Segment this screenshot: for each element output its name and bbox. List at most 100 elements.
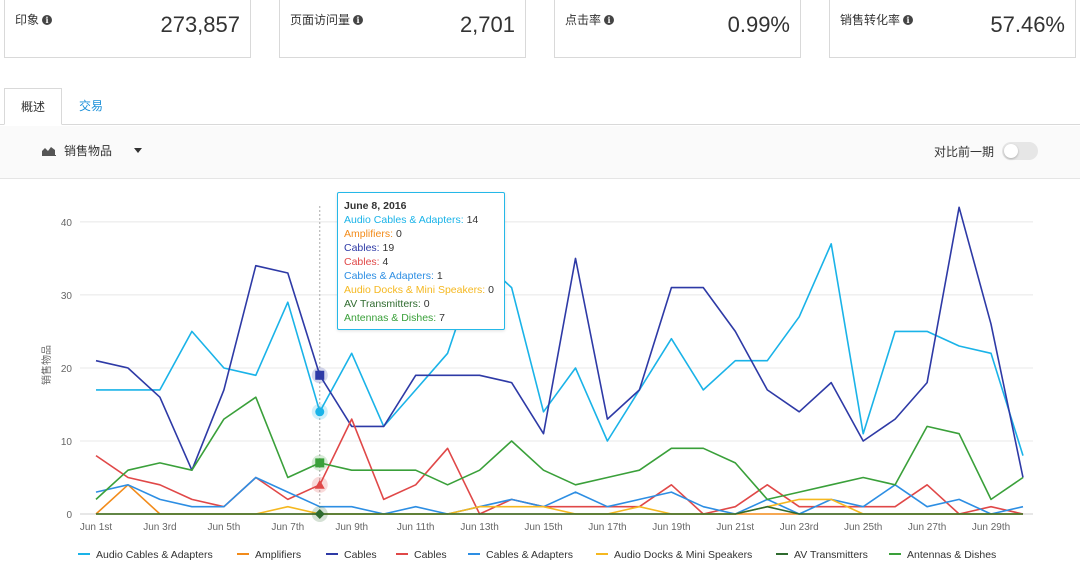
y-tick-label: 10 bbox=[61, 437, 73, 448]
tooltip-row: AV Transmitters: 0 bbox=[344, 297, 498, 311]
tooltip-row: Antennas & Dishes: 7 bbox=[344, 311, 498, 325]
tab-transactions[interactable]: 交易 bbox=[79, 99, 104, 113]
tooltip-row: Cables & Adapters: 1 bbox=[344, 269, 498, 283]
chart-tooltip: June 8, 2016 Audio Cables & Adapters: 14… bbox=[337, 192, 505, 330]
toggle-knob bbox=[1004, 144, 1018, 158]
tooltip-row: Audio Cables & Adapters: 14 bbox=[344, 213, 498, 227]
chevron-down-icon bbox=[134, 148, 143, 153]
data-point-marker bbox=[315, 370, 325, 380]
info-icon[interactable]: i bbox=[903, 14, 914, 25]
kpi-value: 2,701 bbox=[459, 12, 515, 37]
chart-area: 0 10 20 30 40 销售物品 Jun 1st Jun 3rd Jun 5th Jun … bbox=[0, 180, 1080, 567]
legend-label: Cables bbox=[414, 549, 447, 561]
tooltip-series-value: 4 bbox=[382, 256, 389, 268]
y-axis-label: 销售物品 bbox=[40, 345, 53, 385]
series-markers bbox=[311, 367, 328, 522]
legend-label: Amplifiers bbox=[255, 549, 301, 561]
kpi-label: 销售转化率 i bbox=[840, 11, 914, 28]
series-line bbox=[95, 396, 1024, 501]
tooltip-series-name: Audio Docks & Mini Speakers: bbox=[344, 284, 489, 296]
series-lines bbox=[95, 206, 1024, 515]
series-line bbox=[96, 242, 1024, 456]
legend-label: Cables bbox=[344, 549, 377, 561]
kpi-value: 0.99% bbox=[727, 12, 790, 37]
kpi-card-impressions: 印象 i 273,857 bbox=[4, 0, 251, 58]
legend-label: Audio Docks & Mini Speakers bbox=[614, 549, 752, 561]
legend-label: Audio Cables & Adapters bbox=[96, 549, 213, 561]
data-point-marker bbox=[314, 479, 325, 489]
tooltip-row: Audio Docks & Mini Speakers: 0 bbox=[344, 283, 498, 297]
x-tick-label: Jun 17th bbox=[588, 522, 626, 533]
metric-dropdown[interactable]: 销售物品 bbox=[42, 142, 143, 159]
series-line bbox=[96, 505, 1023, 515]
kpi-label: 点击率 i bbox=[565, 11, 615, 28]
legend-label: Cables & Adapters bbox=[486, 549, 573, 561]
data-point-marker bbox=[315, 458, 325, 468]
series-line bbox=[95, 476, 1024, 515]
tooltip-series-name: Audio Cables & Adapters: bbox=[344, 214, 467, 226]
tooltip-series-name: Amplifiers: bbox=[344, 228, 396, 240]
x-tick-label: Jun 5th bbox=[207, 522, 240, 533]
y-tick-label: 0 bbox=[66, 510, 72, 521]
kpi-label: 印象 i bbox=[15, 11, 53, 28]
tooltip-row: Amplifiers: 0 bbox=[344, 227, 498, 241]
data-point-marker bbox=[314, 509, 325, 519]
tooltip-series-name: AV Transmitters: bbox=[344, 298, 424, 310]
tooltip-title: June 8, 2016 bbox=[344, 200, 407, 212]
tab-overview[interactable]: 概述 bbox=[4, 88, 63, 125]
x-tick-label: Jun 19th bbox=[652, 522, 690, 533]
series-line bbox=[95, 206, 1024, 478]
tooltip-row: Cables: 19 bbox=[344, 241, 498, 255]
tooltip-series-value: 0 bbox=[395, 228, 402, 240]
kpi-value: 57.46% bbox=[990, 12, 1065, 37]
x-tick-label: Jun 7th bbox=[271, 522, 304, 533]
tooltip-series-name: Antennas & Dishes: bbox=[344, 312, 440, 324]
kpi-card-page-views: 页面访问量 i 2,701 bbox=[279, 0, 526, 58]
area-chart-icon bbox=[42, 147, 56, 156]
metric-dropdown-label: 销售物品 bbox=[64, 144, 113, 158]
tooltip-rows: Audio Cables & Adapters: 14 Amplifiers: 0… bbox=[344, 213, 498, 325]
y-tick-label: 40 bbox=[61, 218, 73, 229]
tooltip-series-value: 1 bbox=[436, 270, 443, 282]
x-tick-label: Jun 13th bbox=[460, 522, 498, 533]
compare-control: 对比前一期 bbox=[934, 142, 1038, 160]
x-tick-label: Jun 3rd bbox=[143, 522, 176, 533]
tooltip-row: Cables: 4 bbox=[344, 255, 498, 269]
tooltip-series-value: 7 bbox=[439, 312, 445, 324]
chart-legend: Audio Cables & Adapters Amplifiers Cables C… bbox=[78, 549, 996, 561]
x-tick-label: Jun 11th bbox=[397, 522, 435, 533]
tooltip-series-name: Cables: bbox=[344, 242, 383, 254]
tooltip-series-value: 0 bbox=[488, 284, 494, 296]
kpi-row: 印象 i 273,857 页面访问量 i 2,701 点击率 i 0.99% 销… bbox=[0, 0, 1080, 62]
compare-toggle[interactable] bbox=[1002, 142, 1038, 160]
info-icon[interactable]: i bbox=[604, 14, 615, 25]
kpi-label-text: 点击率 bbox=[565, 13, 602, 27]
kpi-label-text: 销售转化率 bbox=[840, 13, 901, 27]
tooltip-series-value: 14 bbox=[466, 214, 479, 226]
x-tick-label: Jun 1st bbox=[80, 522, 112, 533]
y-axis-ticks: 0 10 20 30 40 bbox=[61, 218, 73, 521]
kpi-label: 页面访问量 i bbox=[290, 11, 364, 28]
kpi-value: 273,857 bbox=[160, 12, 240, 37]
info-icon[interactable]: i bbox=[353, 14, 364, 25]
tooltip-series-value: 19 bbox=[382, 242, 395, 254]
kpi-card-ctr: 点击率 i 0.99% bbox=[554, 0, 801, 58]
tooltip-series-name: Cables: bbox=[344, 256, 383, 268]
kpi-card-conversion: 销售转化率 i 57.46% bbox=[829, 0, 1076, 58]
x-tick-label: Jun 29th bbox=[972, 522, 1010, 533]
legend-label: Antennas & Dishes bbox=[907, 549, 996, 561]
data-point-marker bbox=[315, 407, 325, 417]
tab-bar: 概述 交易 bbox=[0, 88, 1080, 125]
info-icon[interactable]: i bbox=[42, 14, 53, 25]
kpi-label-text: 页面访问量 bbox=[290, 13, 351, 27]
tooltip-series-name: Cables & Adapters: bbox=[344, 270, 437, 282]
chart-toolbar: 销售物品 对比前一期 bbox=[0, 126, 1080, 179]
x-tick-label: Jun 9th bbox=[335, 522, 368, 533]
y-tick-label: 30 bbox=[61, 291, 73, 302]
tooltip-series-value: 0 bbox=[423, 298, 430, 310]
y-tick-label: 20 bbox=[61, 364, 73, 375]
x-tick-label: Jun 27th bbox=[908, 522, 946, 533]
x-tick-label: Jun 23rd bbox=[780, 522, 819, 533]
compare-label: 对比前一期 bbox=[933, 144, 994, 159]
